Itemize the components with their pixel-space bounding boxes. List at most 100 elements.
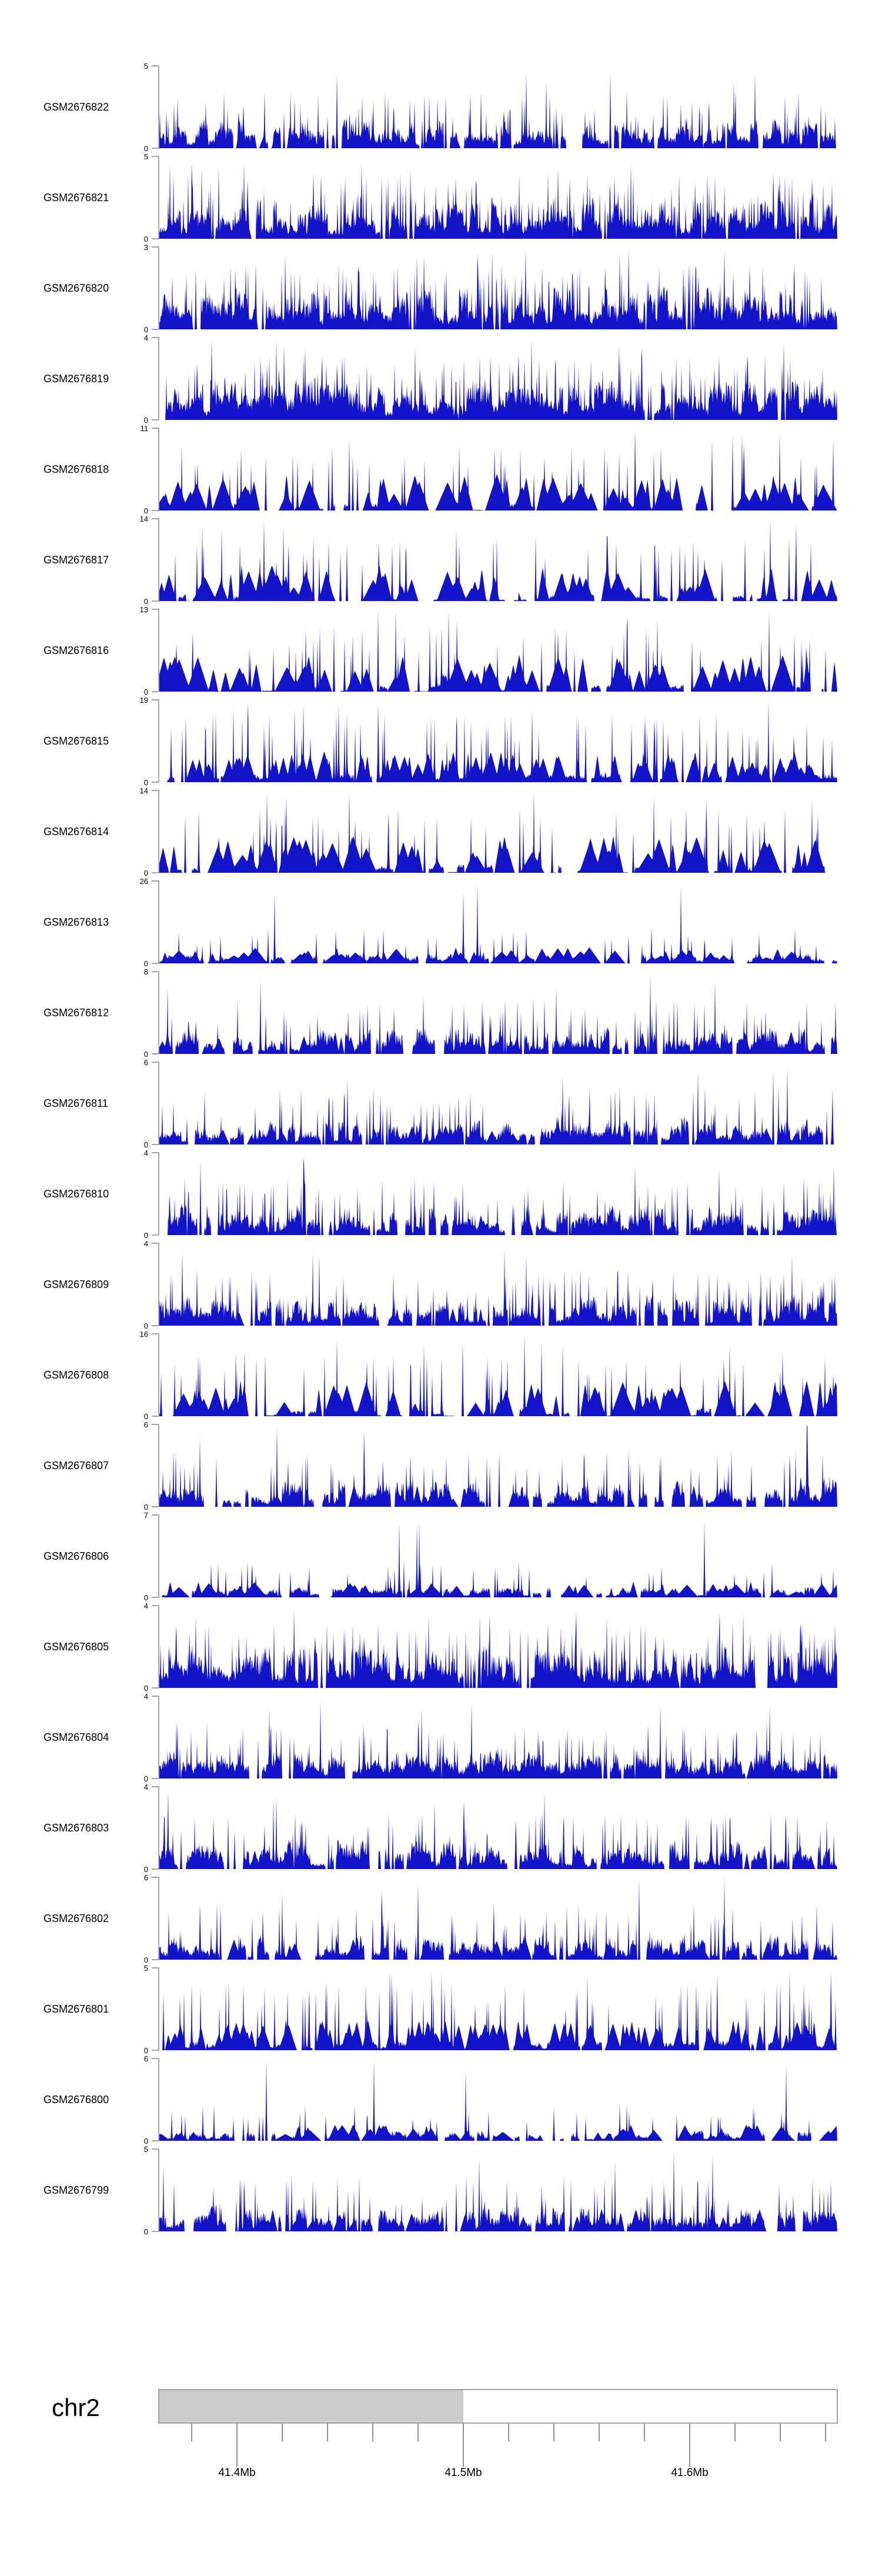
signal-area xyxy=(159,700,837,782)
y-axis-zero-label: 0 xyxy=(144,416,148,425)
signal-area xyxy=(159,1970,837,2050)
y-axis-zero-label: 0 xyxy=(144,778,148,787)
track-row: GSM2676813 26 0 xyxy=(44,877,837,968)
y-axis-max-label: 4 xyxy=(144,1783,148,1791)
signal-area xyxy=(159,791,837,873)
track-row: GSM2676807 6 0 xyxy=(44,1420,837,1511)
y-axis xyxy=(152,1514,159,1598)
track-label: GSM2676819 xyxy=(44,373,109,385)
signal-area xyxy=(159,2151,837,2231)
y-axis-zero-label: 0 xyxy=(144,2227,148,2236)
y-axis-max-label: 14 xyxy=(140,515,148,523)
y-axis-zero-label: 0 xyxy=(144,597,148,606)
y-axis-zero-label: 0 xyxy=(144,1865,148,1874)
chromosome-ideogram: chr2 41.4Mb 41.5Mb 41.6Mb xyxy=(52,2389,838,2479)
y-axis-max-label: 5 xyxy=(144,62,148,71)
y-axis-max-label: 5 xyxy=(144,152,148,161)
track-label: GSM2676822 xyxy=(44,101,109,113)
track-label: GSM2676818 xyxy=(44,463,109,475)
y-axis-max-label: 4 xyxy=(144,1149,148,1157)
signal-area xyxy=(159,1068,837,1144)
y-axis xyxy=(152,156,159,239)
signal-area xyxy=(159,71,837,149)
y-axis-max-label: 16 xyxy=(140,1330,148,1339)
y-axis xyxy=(152,880,159,964)
y-axis-zero-label: 0 xyxy=(144,869,148,877)
track-label: GSM2676806 xyxy=(44,1550,109,1562)
y-axis-zero-label: 0 xyxy=(144,1684,148,1693)
track-label: GSM2676810 xyxy=(44,1188,109,1200)
ruler-tick-label: 41.4Mb xyxy=(218,2467,255,2479)
track-row: GSM2676811 6 0 xyxy=(44,1058,837,1149)
track-label: GSM2676816 xyxy=(44,645,109,656)
y-axis-zero-label: 0 xyxy=(144,1593,148,1602)
track-label: GSM2676805 xyxy=(44,1641,109,1653)
y-axis-zero-label: 0 xyxy=(144,235,148,243)
track-row: GSM2676801 5 0 xyxy=(44,1964,837,2055)
track-label: GSM2676811 xyxy=(44,1097,108,1109)
y-axis-zero-label: 0 xyxy=(144,959,148,968)
y-axis-max-label: 4 xyxy=(144,1692,148,1701)
track-row: GSM2676818 11 0 xyxy=(44,424,837,515)
y-axis xyxy=(152,1786,159,1870)
y-axis-zero-label: 0 xyxy=(144,506,148,515)
track-row: GSM2676819 4 0 xyxy=(44,333,837,425)
y-axis-max-label: 14 xyxy=(140,786,148,795)
track-label: GSM2676814 xyxy=(44,826,109,837)
track-label: GSM2676820 xyxy=(44,282,109,294)
track-row: GSM2676810 4 0 xyxy=(44,1149,837,1240)
track-label: GSM2676815 xyxy=(44,735,109,747)
signal-area xyxy=(159,339,837,420)
ruler-tick-label: 41.5Mb xyxy=(445,2467,482,2479)
y-axis-zero-label: 0 xyxy=(144,1503,148,1511)
y-axis xyxy=(152,1062,159,1145)
y-axis xyxy=(152,337,159,421)
y-axis-zero-label: 0 xyxy=(144,1231,148,1240)
signal-area xyxy=(159,1249,837,1326)
track-row: GSM2676815 19 0 xyxy=(44,696,837,787)
y-axis-zero-label: 0 xyxy=(144,1140,148,1149)
ideogram-outline xyxy=(158,2389,838,2424)
y-axis-max-label: 7 xyxy=(144,1511,148,1520)
ruler-tick-label: 41.6Mb xyxy=(671,2467,708,2479)
track-row: GSM2676799 5 0 xyxy=(44,2145,837,2236)
ruler-ticks xyxy=(191,2424,826,2467)
y-axis-zero-label: 0 xyxy=(144,1412,148,1421)
y-axis-max-label: 5 xyxy=(144,2145,148,2154)
y-axis-max-label: 3 xyxy=(144,243,148,252)
track-label: GSM2676817 xyxy=(44,554,109,566)
track-label: GSM2676808 xyxy=(44,1369,109,1381)
y-axis xyxy=(152,65,159,149)
signal-area xyxy=(159,1610,837,1688)
y-axis xyxy=(152,1152,159,1236)
y-axis xyxy=(152,790,159,873)
y-axis-zero-label: 0 xyxy=(144,1322,148,1330)
y-axis-max-label: 13 xyxy=(140,605,148,614)
y-axis-max-label: 4 xyxy=(144,333,148,342)
y-axis-max-label: 8 xyxy=(144,967,148,976)
y-axis xyxy=(152,2058,159,2141)
y-axis-zero-label: 0 xyxy=(144,2046,148,2055)
signal-area xyxy=(159,1791,837,1869)
y-axis-zero-label: 0 xyxy=(144,1050,148,1059)
track-row: GSM2676814 14 0 xyxy=(44,786,837,877)
track-row: GSM2676803 4 0 xyxy=(44,1783,837,1874)
y-axis xyxy=(152,1877,159,1960)
track-label: GSM2676802 xyxy=(44,1913,109,1924)
y-axis xyxy=(152,246,159,330)
y-axis xyxy=(152,2148,159,2232)
y-axis-max-label: 6 xyxy=(144,1873,148,1882)
y-axis-zero-label: 0 xyxy=(144,325,148,334)
chromosome-label: chr2 xyxy=(52,2394,100,2421)
signal-area xyxy=(159,975,837,1054)
y-axis-max-label: 6 xyxy=(144,1058,148,1067)
track-row: GSM2676809 4 0 xyxy=(44,1239,837,1330)
signal-area xyxy=(159,1877,837,1960)
track-label: GSM2676801 xyxy=(44,2003,109,2015)
y-axis-zero-label: 0 xyxy=(144,688,148,696)
track-row: GSM2676812 8 0 xyxy=(44,967,837,1059)
track-row: GSM2676821 5 0 xyxy=(44,152,837,243)
track-row: GSM2676817 14 0 xyxy=(44,515,837,606)
y-axis-max-label: 4 xyxy=(144,1601,148,1610)
